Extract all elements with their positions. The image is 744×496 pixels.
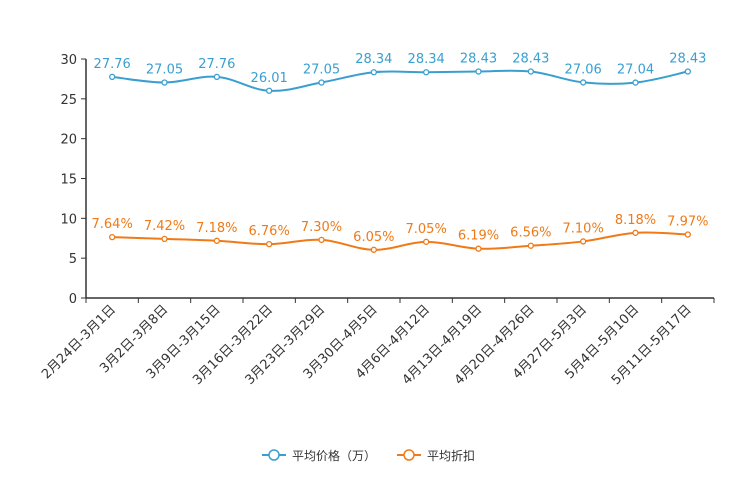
data-point xyxy=(475,245,482,252)
data-label: 7.97% xyxy=(667,215,708,230)
chart-legend[interactable]: 平均价格（万） 平均折扣 xyxy=(262,448,475,463)
data-point xyxy=(266,240,273,248)
series-line xyxy=(112,69,689,92)
data-point xyxy=(109,233,116,241)
data-point xyxy=(318,79,325,86)
series-avg-price: 27.76 27.05 27.76 26.01 27.05 28.34 28.34 28.43… xyxy=(94,52,706,94)
data-label: 27.04 xyxy=(617,63,654,78)
data-point xyxy=(580,238,587,245)
data-label: 7.10% xyxy=(563,221,604,236)
y-tick-label: 25 xyxy=(60,93,77,108)
data-label: 7.30% xyxy=(301,220,342,235)
legend-marker-icon xyxy=(403,449,415,461)
data-label: 27.76 xyxy=(94,57,131,72)
y-tick-label: 20 xyxy=(60,133,77,148)
data-label: 7.18% xyxy=(196,221,237,236)
data-point xyxy=(632,79,639,86)
data-label: 28.43 xyxy=(512,52,549,67)
data-label: 6.19% xyxy=(458,229,499,244)
data-label: 27.06 xyxy=(565,62,602,77)
data-label: 7.42% xyxy=(144,219,185,234)
data-point xyxy=(370,69,377,76)
data-label: 27.05 xyxy=(303,63,340,78)
data-point xyxy=(370,246,377,253)
data-label: 7.64% xyxy=(92,217,133,232)
data-label: 27.05 xyxy=(146,63,183,78)
data-point xyxy=(632,229,639,236)
data-point xyxy=(423,69,430,76)
data-point xyxy=(213,73,220,80)
data-point xyxy=(684,68,691,75)
data-label: 28.34 xyxy=(355,52,392,67)
chart-axes: 0510152025302月24日-3月1日3月2日-3月8日3月9日-3月15… xyxy=(39,53,715,388)
data-point xyxy=(109,73,116,80)
data-point xyxy=(475,68,482,75)
data-point xyxy=(266,87,273,94)
data-label: 8.18% xyxy=(615,213,656,228)
data-point xyxy=(423,238,430,245)
data-point xyxy=(213,237,220,244)
y-tick-label: 10 xyxy=(60,212,77,227)
data-label: 27.76 xyxy=(198,57,235,72)
y-tick-label: 0 xyxy=(69,292,77,307)
series-avg-discount: 7.64% 7.42% 7.18% 6.76% 7.30% 6.05% 7.05% 6.19%… xyxy=(92,213,708,253)
series-line xyxy=(112,231,688,251)
data-label: 6.05% xyxy=(353,230,394,245)
legend-item-avg-price[interactable]: 平均价格（万） xyxy=(262,448,376,463)
legend-label: 平均价格（万） xyxy=(292,448,376,463)
data-label: 6.56% xyxy=(510,226,551,241)
data-point xyxy=(161,79,168,86)
data-point xyxy=(161,235,168,243)
chart-series: 27.76 27.05 27.76 26.01 27.05 28.34 28.34 28.43… xyxy=(92,52,708,253)
data-point xyxy=(318,236,325,243)
data-point xyxy=(684,231,691,238)
data-label: 6.76% xyxy=(249,224,290,239)
legend-marker-icon xyxy=(268,449,280,461)
data-label: 7.05% xyxy=(406,222,447,237)
legend-label: 平均折扣 xyxy=(427,448,475,463)
data-label: 28.34 xyxy=(408,52,445,67)
y-tick-label: 5 xyxy=(69,252,77,267)
y-tick-label: 30 xyxy=(60,53,77,68)
data-label: 26.01 xyxy=(251,71,288,86)
data-label: 28.43 xyxy=(460,52,497,67)
data-point xyxy=(527,68,534,75)
data-point xyxy=(527,242,534,249)
data-label: 28.43 xyxy=(669,52,706,67)
legend-item-avg-discount[interactable]: 平均折扣 xyxy=(397,448,475,463)
data-point xyxy=(580,79,587,86)
y-tick-label: 15 xyxy=(60,173,77,188)
